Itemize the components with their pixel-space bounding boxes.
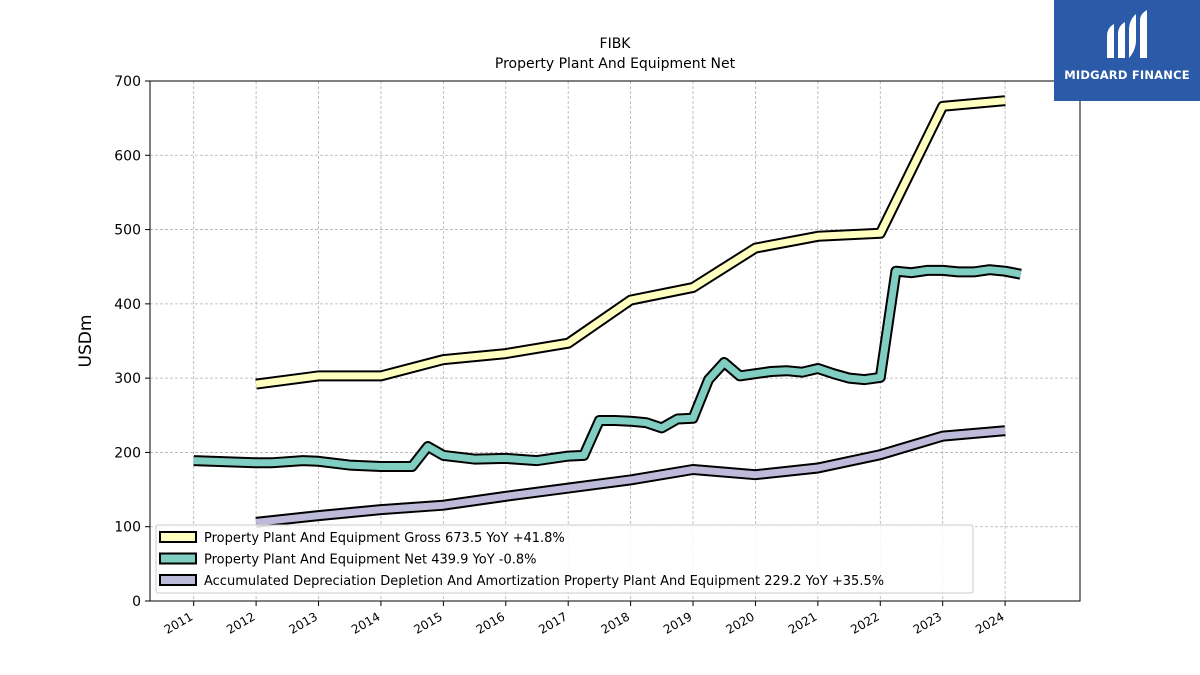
plot-frame xyxy=(149,80,1081,602)
legend-swatch-1 xyxy=(159,552,197,565)
legend-label-2: Accumulated Depreciation Depletion And A… xyxy=(204,574,884,589)
series-layer xyxy=(193,95,1022,528)
y-tick-label: 500 xyxy=(114,223,141,239)
chart-title: FIBK xyxy=(600,36,632,52)
y-tick-label: 400 xyxy=(114,297,141,313)
y-axis-ticks: 0 100 200 300 400 500 600 700 xyxy=(114,74,150,610)
y-tick-label: 0 xyxy=(132,594,141,610)
y-axis-label: USDm xyxy=(76,315,96,368)
legend-label-1: Property Plant And Equipment Net 439.9 Y… xyxy=(204,553,537,568)
y-tick-label: 200 xyxy=(114,445,141,461)
legend: Property Plant And Equipment Gross 673.5… xyxy=(155,524,974,594)
brand-name: MIDGARD FINANCE xyxy=(1064,68,1190,82)
legend-box xyxy=(155,524,974,594)
series-line-1 xyxy=(193,266,1022,470)
y-tick-label: 700 xyxy=(114,74,141,90)
legend-swatch-0 xyxy=(159,531,197,543)
chart-subtitle: Property Plant And Equipment Net xyxy=(495,56,736,72)
series-line-2 xyxy=(255,427,1006,526)
brand-logo-icon xyxy=(1107,10,1147,58)
brand-logo: MIDGARD FINANCE xyxy=(1054,0,1200,101)
y-tick-label: 100 xyxy=(114,520,141,536)
y-tick-label: 300 xyxy=(114,371,141,387)
legend-label-0: Property Plant And Equipment Gross 673.5… xyxy=(204,531,565,546)
series-line-0 xyxy=(255,97,1006,388)
y-tick-label: 600 xyxy=(114,148,141,164)
legend-swatch-2 xyxy=(159,574,197,586)
